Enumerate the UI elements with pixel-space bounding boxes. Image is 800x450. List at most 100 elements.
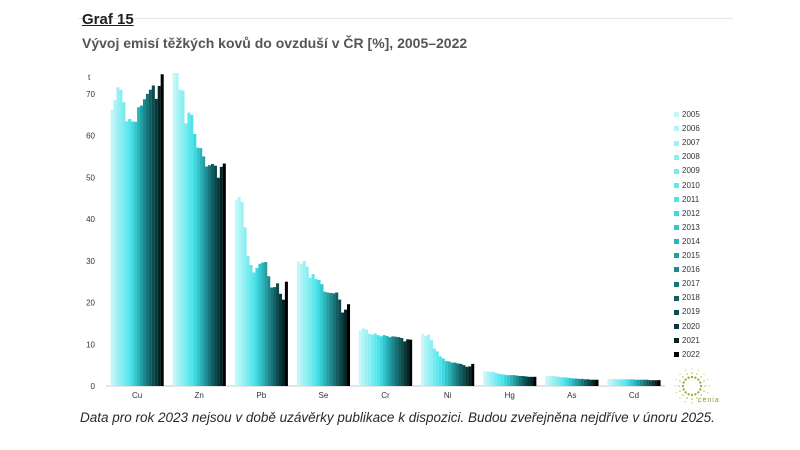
y-tick-label: 50 xyxy=(86,173,95,182)
bar-Ni-2019 xyxy=(462,365,466,386)
bar-Cu-2018 xyxy=(148,89,152,386)
logo-dot xyxy=(694,376,697,379)
bar-Zn-2007 xyxy=(178,89,182,386)
logo-dot xyxy=(703,397,705,399)
bar-Pb-2015 xyxy=(264,262,268,386)
bar-Cr-2009 xyxy=(370,334,374,386)
bar-Pb-2011 xyxy=(252,272,256,386)
x-tick-label: Hg xyxy=(505,391,515,400)
legend-swatch xyxy=(674,239,679,245)
bar-Pb-2018 xyxy=(273,287,277,386)
legend-item: 2007 xyxy=(674,137,700,149)
bar-Hg-2009 xyxy=(494,373,499,386)
bar-As-2015 xyxy=(574,378,578,386)
logo-dot xyxy=(681,384,685,388)
figure-label: Graf 15 xyxy=(82,11,134,28)
logo-dot xyxy=(708,385,710,387)
legend-label: 2016 xyxy=(682,265,700,275)
legend-item: 2018 xyxy=(674,292,700,304)
bar-Cd-2011 xyxy=(625,379,629,386)
legend-label: 2008 xyxy=(682,152,700,162)
bar-Ni-2018 xyxy=(459,363,463,386)
logo-dot xyxy=(687,376,690,379)
bar-Cr-2016 xyxy=(391,336,395,386)
bar-Zn-2014 xyxy=(199,148,203,386)
bar-Zn-2008 xyxy=(181,90,185,386)
legend-swatch xyxy=(674,196,679,202)
top-divider xyxy=(78,18,733,19)
logo-dot xyxy=(690,393,694,397)
x-tick-label: Ni xyxy=(444,391,452,400)
logo-dot xyxy=(684,401,687,403)
bar-Ni-2014 xyxy=(447,361,451,386)
legend-item: 2010 xyxy=(674,180,700,192)
bar-Cr-2006 xyxy=(361,328,365,386)
y-tick-label: 20 xyxy=(86,299,95,308)
bar-Hg-2005 xyxy=(483,371,487,386)
logo-dot xyxy=(691,398,693,400)
legend-item: 2009 xyxy=(674,165,700,177)
y-axis-ticks: 0 10 20 30 40 50 60 70 xyxy=(86,90,95,391)
legend-label: 2012 xyxy=(682,208,700,218)
bar-Hg-2011 xyxy=(500,374,504,386)
bar-Ni-2016 xyxy=(453,362,457,386)
logo-dot xyxy=(700,394,703,397)
bar-Zn-2019 xyxy=(213,165,217,386)
legend-swatch xyxy=(674,323,679,329)
bar-Se-2005 xyxy=(296,261,300,386)
bar-Se-2020 xyxy=(341,312,345,386)
bar-Ni-2015 xyxy=(450,362,454,386)
bar-Zn-2013 xyxy=(196,147,200,386)
bar-Pb-2012 xyxy=(255,267,259,386)
bar-Cd-2013 xyxy=(630,379,635,386)
bar-Ni-2009 xyxy=(432,348,436,386)
logo-dot xyxy=(684,378,687,381)
bar-Se-2018 xyxy=(335,292,339,386)
bar-Cu-2021 xyxy=(157,85,161,386)
bar-Se-2006 xyxy=(299,263,303,386)
logo-dot xyxy=(674,385,676,387)
bar-Cu-2012 xyxy=(131,121,135,386)
bar-Cu-2009 xyxy=(122,102,126,387)
bar-Zn-2009 xyxy=(184,123,188,386)
legend-item: 2012 xyxy=(674,208,700,220)
logo-dot xyxy=(707,391,709,394)
bar-Se-2015 xyxy=(326,292,330,386)
bar-As-2008 xyxy=(554,376,558,386)
bar-As-2018 xyxy=(583,379,587,386)
bar-As-2019 xyxy=(586,379,590,386)
legend-item: 2022 xyxy=(674,349,700,361)
bar-Cd-2008 xyxy=(616,379,620,386)
bar-Cr-2018 xyxy=(397,337,401,386)
legend-item: 2019 xyxy=(674,306,700,318)
bar-Zn-2005 xyxy=(172,73,176,386)
legend-swatch xyxy=(674,281,679,287)
bar-Cd-2012 xyxy=(628,379,632,386)
legend-item: 2005 xyxy=(674,109,700,121)
bar-Cd-2006 xyxy=(610,379,614,386)
bar-Cu-2006 xyxy=(113,100,117,386)
x-tick-label: Cu xyxy=(132,391,142,400)
bar-Cr-2014 xyxy=(385,335,389,386)
legend-item: 2013 xyxy=(674,222,700,234)
bar-Pb-2022 xyxy=(284,281,288,386)
logo-dot xyxy=(691,372,693,374)
logo-dot xyxy=(694,393,697,396)
bar-Cr-2012 xyxy=(379,336,383,386)
bar-Cu-2015 xyxy=(140,105,144,387)
logo-dot xyxy=(679,390,681,392)
logo-dot xyxy=(700,375,703,378)
logo-text: cenia xyxy=(698,397,720,404)
legend-item: 2020 xyxy=(674,321,700,333)
legend-label: 2021 xyxy=(682,335,700,345)
logo-dot xyxy=(687,393,690,396)
legend-item: 2006 xyxy=(674,123,700,135)
bar-Pb-2017 xyxy=(270,287,274,386)
legend-swatch xyxy=(674,168,679,174)
bar-Cr-2007 xyxy=(364,329,368,386)
bar-Cr-2017 xyxy=(394,336,398,386)
bar-Ni-2012 xyxy=(441,358,445,386)
bar-Cr-2011 xyxy=(376,335,380,386)
bar-Se-2017 xyxy=(332,293,336,386)
legend-item: 2008 xyxy=(674,151,700,163)
